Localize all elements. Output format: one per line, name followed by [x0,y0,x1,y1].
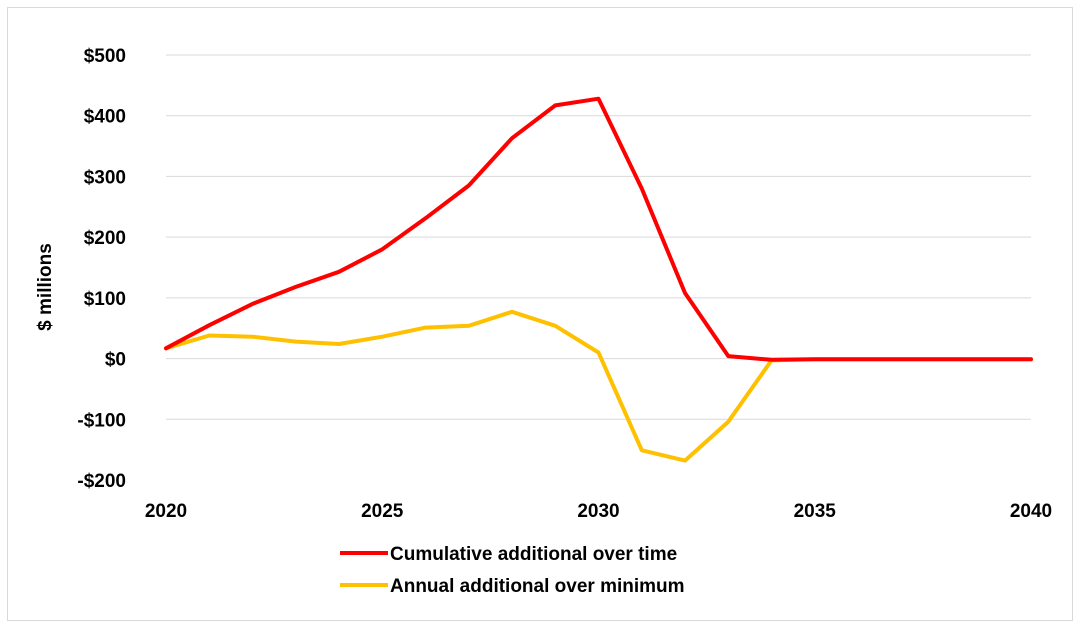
legend: Cumulative additional over time Annual a… [340,544,685,597]
x-tick-label: 2020 [145,501,187,522]
x-tick-labels: 2020 2025 2030 2035 2040 [145,501,1052,522]
x-tick-label: 2030 [577,501,619,522]
y-tick-label: -$100 [77,410,126,431]
y-tick-labels: -$200 -$100 $0 $100 $200 $300 $400 $500 [77,46,126,492]
series-line-cumulative [164,96,1033,362]
x-tick-label: 2040 [1010,501,1052,522]
y-tick-label: $400 [84,107,126,128]
y-tick-label: $300 [84,167,126,188]
x-tick-label: 2025 [361,501,404,522]
y-tick-label: -$200 [77,471,126,492]
series-line-annual [164,309,1033,463]
y-tick-label: $500 [84,46,126,67]
y-tick-label: $0 [105,350,126,371]
x-tick-label: 2035 [794,501,837,522]
gridlines [166,54,1031,420]
y-tick-label: $100 [84,289,126,310]
y-tick-label: $200 [84,228,126,249]
legend-label-cumulative: Cumulative additional over time [390,544,677,565]
series-lines [164,96,1033,463]
y-axis-title: $ millions [35,243,56,331]
legend-label-annual: Annual additional over minimum [390,576,685,597]
chart-frame [7,7,1073,621]
